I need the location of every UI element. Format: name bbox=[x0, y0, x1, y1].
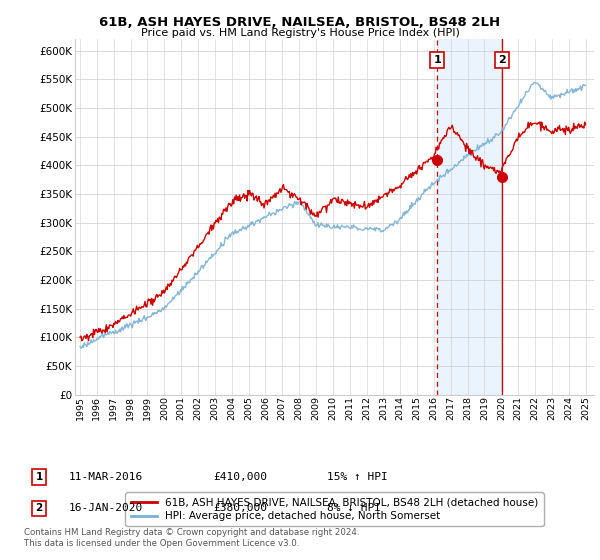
Text: 11-MAR-2016: 11-MAR-2016 bbox=[69, 472, 143, 482]
Text: 15% ↑ HPI: 15% ↑ HPI bbox=[327, 472, 388, 482]
Bar bbox=[437, 39, 502, 395]
Text: 61B, ASH HAYES DRIVE, NAILSEA, BRISTOL, BS48 2LH: 61B, ASH HAYES DRIVE, NAILSEA, BRISTOL, … bbox=[100, 16, 500, 29]
Text: Price paid vs. HM Land Registry's House Price Index (HPI): Price paid vs. HM Land Registry's House … bbox=[140, 28, 460, 38]
Text: 2: 2 bbox=[498, 55, 506, 65]
Text: 1: 1 bbox=[433, 55, 441, 65]
Legend: 61B, ASH HAYES DRIVE, NAILSEA, BRISTOL, BS48 2LH (detached house), HPI: Average : 61B, ASH HAYES DRIVE, NAILSEA, BRISTOL, … bbox=[125, 492, 544, 526]
Text: 1: 1 bbox=[35, 472, 43, 482]
Text: 8% ↓ HPI: 8% ↓ HPI bbox=[327, 503, 381, 514]
Text: £410,000: £410,000 bbox=[213, 472, 267, 482]
Text: 16-JAN-2020: 16-JAN-2020 bbox=[69, 503, 143, 514]
Text: 2: 2 bbox=[35, 503, 43, 514]
Text: £380,000: £380,000 bbox=[213, 503, 267, 514]
Text: Contains HM Land Registry data © Crown copyright and database right 2024.
This d: Contains HM Land Registry data © Crown c… bbox=[24, 528, 359, 548]
